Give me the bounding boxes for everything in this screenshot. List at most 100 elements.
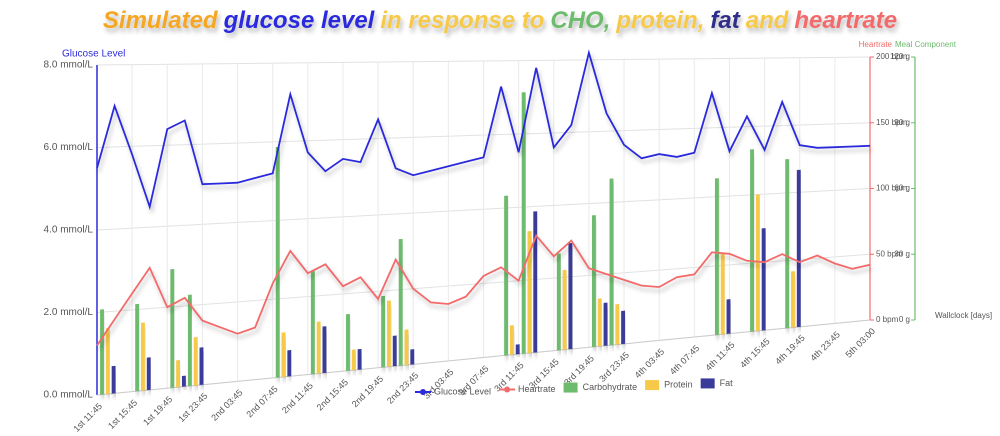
- bar: [562, 269, 567, 350]
- bar: [527, 231, 532, 354]
- bar: [509, 325, 514, 355]
- x-tick-label: 2nd 11:45: [280, 381, 315, 416]
- bar: [176, 360, 181, 388]
- bar: [193, 337, 198, 386]
- bar: [726, 299, 731, 334]
- bar: [556, 253, 561, 351]
- bar: [316, 321, 321, 374]
- bar: [392, 335, 397, 367]
- legend-swatch: [504, 386, 511, 393]
- legend-swatch: [700, 378, 715, 389]
- bar: [615, 303, 620, 345]
- x-tick-label: 2nd 23:45: [385, 370, 420, 405]
- y2-tick-label: 100 bpm: [876, 184, 907, 193]
- y2-tick-label: 50 bpm: [876, 249, 903, 258]
- y3-tick-label: 90 g: [894, 118, 910, 127]
- bar: [322, 326, 327, 374]
- bar: [533, 211, 538, 353]
- y-tick-label: 8.0 mmol/L: [44, 60, 94, 71]
- line: [96, 233, 871, 347]
- y2-axis-label: Heartrate: [859, 40, 893, 49]
- bar: [135, 303, 140, 392]
- bar: [281, 332, 286, 378]
- x-tick-label: 3rd 23:45: [597, 350, 631, 384]
- bar: [398, 238, 403, 366]
- bar: [568, 242, 573, 350]
- title-part: glucose level: [223, 7, 376, 34]
- bar: [310, 270, 315, 375]
- bar: [720, 253, 725, 335]
- x-tick-label: 1st 11:45: [71, 401, 104, 434]
- chart-title: Simulated glucose level in response to CHO,…: [103, 7, 897, 34]
- x-tick-label: 1st 23:45: [176, 391, 209, 424]
- x-tick-label: 2nd 07:45: [244, 384, 279, 419]
- y3-tick-label: 120 g: [890, 52, 910, 61]
- y2-tick-label: 200 bpm: [876, 52, 907, 61]
- bar: [410, 349, 415, 365]
- legend-label: Protein: [664, 379, 693, 389]
- x-tick-label: 2nd 03:45: [209, 387, 244, 422]
- bar: [386, 300, 391, 367]
- y-tick-label: 6.0 mmol/L: [44, 142, 94, 153]
- bar: [504, 195, 509, 356]
- y-tick-label: 4.0 mmol/L: [44, 225, 94, 236]
- bar: [750, 149, 754, 332]
- bar: [199, 347, 204, 386]
- bar: [187, 294, 192, 387]
- title-part: protein,: [615, 7, 704, 34]
- x-axis: [96, 319, 871, 396]
- legend-label: Heartrate: [518, 384, 556, 394]
- x-tick-label: 1st 15:45: [106, 398, 139, 431]
- bar: [170, 268, 175, 388]
- x-tick-label: 2nd 15:45: [315, 377, 350, 412]
- bar: [796, 169, 801, 328]
- bar: [592, 215, 596, 347]
- bar: [597, 298, 602, 347]
- y2-tick-label: 150 bpm: [876, 118, 907, 127]
- y3-tick-label: 0 g: [899, 315, 910, 324]
- legend-swatch: [563, 382, 578, 393]
- bar: [357, 348, 362, 370]
- bar: [603, 302, 608, 346]
- bar: [521, 92, 526, 354]
- x-tick-label: 4th 11:45: [703, 340, 736, 373]
- bar: [515, 344, 520, 355]
- bar: [714, 178, 719, 336]
- line: [96, 49, 871, 211]
- bar: [621, 310, 626, 345]
- x-tick-label: 4th 07:45: [668, 343, 702, 377]
- bar: [111, 365, 116, 394]
- x-tick-label: 4th 19:45: [773, 333, 807, 367]
- title-part: and: [746, 7, 790, 34]
- bar: [141, 322, 145, 391]
- bar: [609, 178, 614, 346]
- y2-tick-label: 0 bpm: [876, 315, 899, 324]
- bar: [346, 313, 350, 371]
- legend-swatch: [645, 380, 660, 391]
- x-tick-label: 5th 03:00: [843, 326, 877, 360]
- bar: [381, 295, 386, 368]
- bar: [785, 159, 790, 329]
- x-axis-label: Wallclock [days]: [935, 311, 992, 320]
- y3-tick-label: 60 g: [894, 184, 910, 193]
- y-axis-label: Glucose Level: [62, 49, 125, 60]
- x-tick-label: 4th 03:45: [633, 346, 667, 380]
- bar: [181, 375, 186, 387]
- x-tick-label: 4th 23:45: [808, 329, 842, 363]
- x-tick-label: 1st 19:45: [141, 394, 174, 427]
- x-tick-label: 2nd 19:45: [350, 374, 385, 409]
- bar: [275, 146, 280, 378]
- y3-tick-label: 30 g: [894, 249, 910, 258]
- bar: [404, 329, 409, 366]
- title-part: in response to: [380, 7, 544, 34]
- y3-axis-label: Meal Component: [895, 40, 957, 49]
- title-part: heartrate: [794, 7, 897, 34]
- bar: [146, 357, 151, 391]
- legend-label: Fat: [720, 378, 734, 388]
- legend-label: Glucose Level: [434, 386, 491, 396]
- bar: [761, 228, 766, 331]
- bar: [755, 194, 760, 332]
- bar: [791, 271, 795, 328]
- bar: [105, 327, 110, 395]
